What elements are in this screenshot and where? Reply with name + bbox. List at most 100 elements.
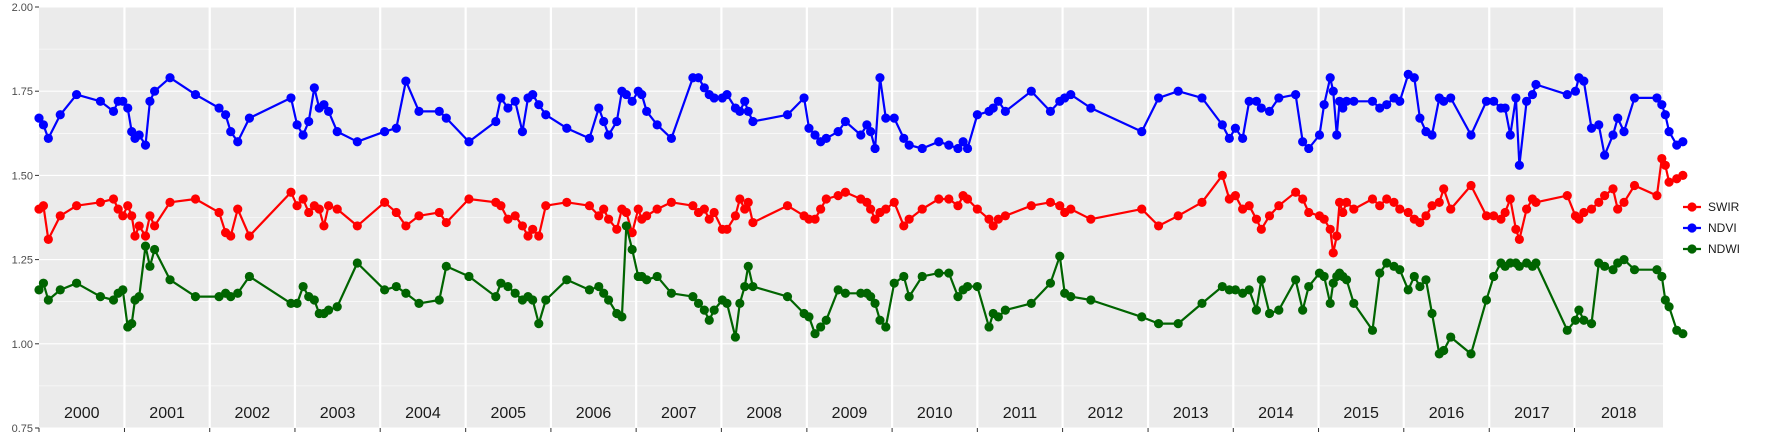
ndwi-point: [743, 261, 753, 271]
year-label: 2014: [1258, 405, 1294, 422]
legend-key-point: [1687, 244, 1697, 254]
ndvi-point: [1304, 143, 1314, 154]
swir-point: [1137, 204, 1147, 214]
swir-point: [1338, 207, 1348, 218]
swir-point: [541, 201, 551, 211]
swir-point: [904, 214, 914, 224]
swir-point: [1439, 184, 1449, 194]
ndvi-point: [1489, 96, 1499, 106]
ndvi-point: [1341, 96, 1352, 106]
ndvi-point: [1466, 130, 1476, 140]
swir-point: [1652, 191, 1662, 201]
ndwi-point: [71, 278, 82, 288]
ndvi-point: [875, 73, 885, 83]
swir-point: [1427, 201, 1437, 211]
ndwi-point: [1629, 265, 1640, 275]
year-label: 2017: [1514, 405, 1550, 422]
swir-point: [286, 187, 296, 197]
ndwi-point: [1579, 315, 1589, 325]
ndwi-point: [1574, 305, 1584, 315]
swir-point: [866, 204, 876, 214]
ndwi-point: [464, 271, 474, 282]
ndwi-point: [244, 271, 255, 282]
swir-point: [127, 211, 137, 221]
ndwi-point: [1427, 308, 1437, 319]
year-label: 2011: [1003, 405, 1038, 422]
swir-point: [292, 201, 302, 211]
ndvi-point: [988, 103, 998, 113]
ndwi-point: [1446, 332, 1456, 342]
ndwi-point: [298, 281, 308, 292]
ndwi-point: [944, 268, 954, 278]
ndvi-point: [594, 103, 604, 113]
series-ndwi: [34, 221, 1688, 359]
ndvi-point: [1613, 113, 1623, 123]
swir-point: [534, 231, 544, 241]
swir-point: [1264, 211, 1275, 221]
swir-point: [190, 194, 201, 204]
ndwi-point: [899, 271, 909, 282]
ndvi-point: [1224, 133, 1234, 143]
ndvi-point: [1511, 93, 1521, 103]
ndwi-point: [1608, 265, 1618, 275]
ndvi-point: [1349, 96, 1359, 106]
ndwi-point: [699, 305, 709, 315]
ndvi-point: [862, 120, 872, 130]
swir-point: [1055, 201, 1065, 211]
ndvi-point: [1514, 160, 1524, 170]
ndvi-point: [1274, 93, 1284, 103]
ndwi-point: [1055, 251, 1065, 261]
swir-point: [594, 211, 604, 221]
swir-point: [1678, 170, 1688, 180]
ndwi-point: [693, 298, 704, 308]
ndvi-point: [1505, 130, 1515, 140]
ndvi-point: [1045, 106, 1056, 117]
swir-point: [584, 201, 595, 211]
swir-point: [71, 201, 82, 211]
ndvi-point: [190, 89, 201, 100]
ndvi-point: [298, 130, 308, 140]
swir-point: [352, 221, 362, 231]
swir-point: [95, 197, 106, 207]
year-label: 2018: [1601, 405, 1637, 422]
swir-point: [434, 207, 444, 218]
ndvi-point: [38, 120, 49, 130]
ndvi-point: [71, 89, 82, 100]
ndvi-point: [244, 113, 255, 123]
ndwi-point: [816, 322, 826, 332]
swir-point: [1066, 204, 1076, 214]
year-label: 2002: [235, 405, 271, 422]
swir-point: [517, 221, 528, 231]
swir-point: [1505, 194, 1515, 204]
ndvi-point: [1600, 150, 1610, 160]
ndwi-point: [1466, 349, 1476, 359]
y-tick-label: 1.75: [12, 86, 33, 98]
swir-point: [1466, 180, 1476, 191]
ndwi-point: [541, 295, 551, 305]
swir-point: [323, 201, 334, 211]
ndvi-point: [352, 137, 362, 147]
swir-point: [319, 221, 329, 231]
ndwi-point: [1251, 305, 1262, 315]
ndwi-point: [904, 292, 914, 302]
swir-point: [1045, 197, 1056, 207]
swir-point: [899, 221, 909, 231]
ndvi-point: [1319, 100, 1329, 110]
ndwi-point: [870, 298, 880, 308]
swir-point: [1664, 177, 1674, 187]
ndvi-point: [1367, 96, 1378, 106]
ndwi-point: [1395, 265, 1405, 275]
ndvi-point: [735, 106, 745, 117]
swir-point: [704, 214, 714, 224]
ndvi-point: [464, 137, 474, 147]
ndvi-point: [603, 130, 614, 140]
ndvi-point: [810, 130, 820, 140]
ndwi-point: [642, 275, 652, 285]
ndvi-point: [1197, 93, 1207, 103]
ndvi-point: [856, 130, 866, 140]
year-label: 2016: [1429, 405, 1465, 422]
legend-item-ndvi: NDVI: [1683, 221, 1737, 235]
ndvi-point: [1562, 89, 1572, 100]
ndvi-point: [904, 140, 914, 150]
